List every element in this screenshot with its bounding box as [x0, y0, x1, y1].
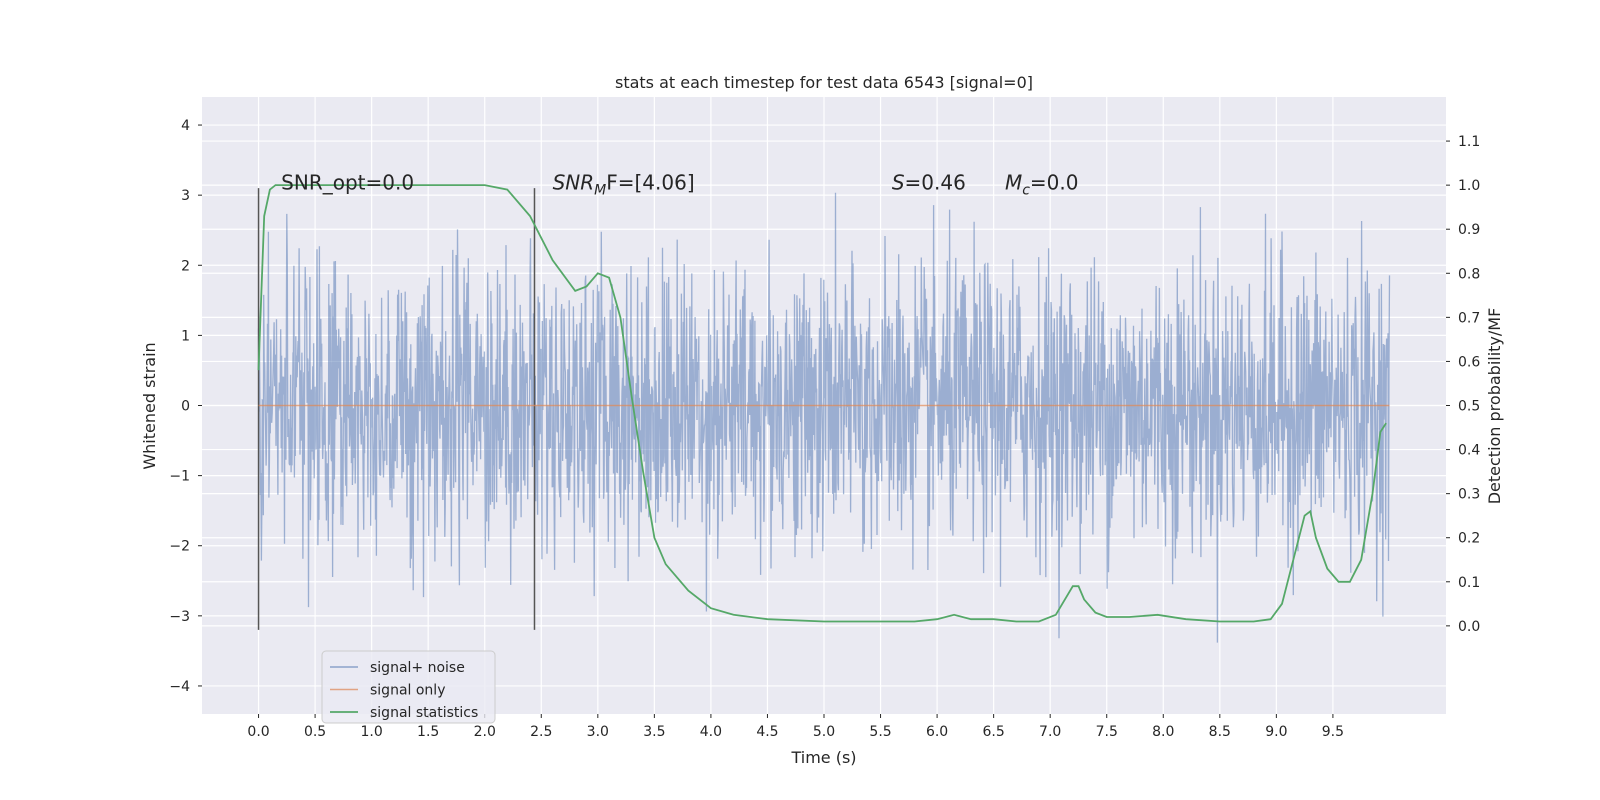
x-tick-label: 6.5 — [983, 724, 1005, 740]
y-right-tick-label: 0.1 — [1458, 575, 1480, 591]
legend: signal+ noise signal only signal statistic… — [321, 650, 496, 724]
annot-part: M — [594, 183, 606, 199]
x-tick-label: 8.0 — [1152, 724, 1174, 740]
y-tick-label: 0 — [181, 399, 190, 415]
y-right-tick-label: 1.0 — [1458, 178, 1480, 194]
x-tick-label: 3.5 — [643, 724, 665, 740]
signal-statistics-series — [257, 184, 1387, 623]
x-tick-label: 0.5 — [304, 724, 326, 740]
x-tick-label: 9.0 — [1265, 724, 1287, 740]
x-tick-label: 7.0 — [1039, 724, 1061, 740]
y-tick-label: −4 — [169, 679, 190, 695]
annot-part: c — [1022, 183, 1030, 199]
y-tick-label: 3 — [181, 188, 190, 204]
y-right-tick-label: 0.6 — [1458, 354, 1480, 370]
y-tick-label: −3 — [169, 609, 190, 625]
y-tick-label: −1 — [169, 469, 190, 485]
annot-part: SNR — [553, 171, 595, 195]
x-tick-label: 4.5 — [756, 724, 778, 740]
x-tick-label: 0.0 — [247, 724, 269, 740]
vertical-markers — [257, 188, 536, 630]
x-tick-label: 9.5 — [1322, 724, 1344, 740]
x-tick-label: 4.0 — [700, 724, 722, 740]
y-tick-label: −2 — [169, 539, 190, 555]
x-tick-label: 7.5 — [1096, 724, 1118, 740]
legend-label: signal statistics — [370, 705, 478, 721]
y-right-tick-label: 1.1 — [1458, 134, 1480, 150]
y-right-tick-label: 0.4 — [1458, 443, 1480, 459]
y-axis-label: Whitened strain — [140, 342, 159, 469]
y-right-tick-label: 0.9 — [1458, 222, 1480, 238]
y-right-tick-label: 0.2 — [1458, 531, 1480, 547]
axis-ticks: 0.0 0.5 1.0 1.5 2.0 2.5 3.0 3.5 4.0 4.5 5.0 5.5 6.0 6… — [169, 118, 1480, 740]
y-axis-label-right: Detection probability/MF — [1485, 308, 1504, 505]
annot-part: S — [892, 171, 905, 195]
x-tick-label: 6.0 — [926, 724, 948, 740]
signal-noise-line — [257, 192, 1391, 643]
annotations: SNR_opt=0.0 SNRMF=[4.06] S=0.46 Mc=0.0 — [281, 171, 1078, 199]
y-tick-label: 1 — [181, 328, 190, 344]
legend-label: signal only — [370, 683, 445, 699]
x-tick-label: 2.0 — [474, 724, 496, 740]
x-tick-label: 1.0 — [361, 724, 383, 740]
annot-part: M — [1005, 171, 1022, 195]
annot-snr-mf: SNRMF=[4.06] — [553, 171, 695, 199]
signal-statistics-line — [257, 184, 1387, 623]
x-tick-label: 1.5 — [417, 724, 439, 740]
annot-part: =0.46 — [905, 171, 966, 195]
annot-part: F=[4.06] — [606, 171, 694, 195]
annot-s: S=0.46 — [892, 171, 966, 195]
y-right-tick-label: 0.5 — [1458, 399, 1480, 415]
annot-mc: Mc=0.0 — [1005, 171, 1079, 199]
x-tick-label: 5.5 — [869, 724, 891, 740]
chart-title: stats at each timestep for test data 654… — [615, 73, 1033, 92]
x-tick-label: 2.5 — [530, 724, 552, 740]
y-right-tick-label: 0.3 — [1458, 487, 1480, 503]
annot-part: =0.0 — [1030, 171, 1079, 195]
y-right-tick-label: 0.0 — [1458, 619, 1480, 635]
x-axis-label: Time (s) — [790, 748, 856, 767]
legend-label: signal+ noise — [370, 660, 465, 676]
x-tick-label: 8.5 — [1209, 724, 1231, 740]
annot-snr-opt: SNR_opt=0.0 — [281, 171, 414, 195]
y-tick-label: 2 — [181, 258, 190, 274]
legend-box — [321, 650, 496, 724]
y-right-tick-label: 0.7 — [1458, 310, 1480, 326]
x-tick-label: 5.0 — [813, 724, 835, 740]
y-right-tick-label: 0.8 — [1458, 266, 1480, 282]
x-tick-label: 3.0 — [587, 724, 609, 740]
y-tick-label: 4 — [181, 118, 190, 134]
signal-noise-series — [257, 192, 1391, 643]
